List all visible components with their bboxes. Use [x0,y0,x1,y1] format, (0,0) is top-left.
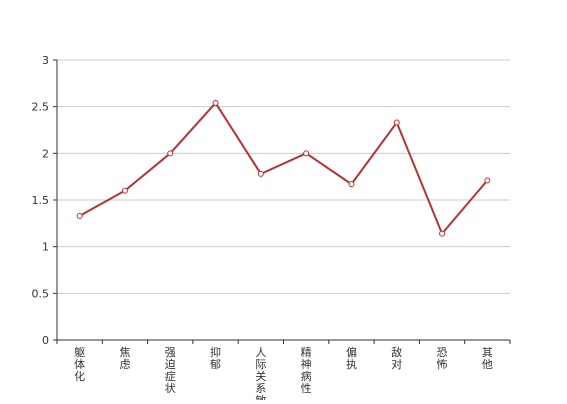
data-point[interactable] [121,187,128,194]
x-tick-label-char: 怖 [437,357,448,371]
series-line-layer [79,101,489,235]
x-tick-label-char: 其 [482,346,493,359]
x-tick-label-char: 恐 [437,346,448,359]
x-tick-label-char: 系 [255,382,266,395]
data-point[interactable] [348,181,355,188]
x-tick-label-char: 迫 [165,357,176,371]
y-tick-label: 0 [42,334,49,347]
data-point[interactable] [167,150,174,157]
y-tick-label: 2 [42,147,49,160]
x-tick-label-char: 病 [301,369,312,383]
x-tick-label-char: 强 [165,346,176,359]
x-tick-label-char: 神 [301,357,312,371]
x-tick-label-char: 抑 [210,345,221,359]
data-point[interactable] [76,212,83,219]
x-tick-label: 偏执 [346,345,357,371]
x-tick-label-char: 关 [255,369,266,383]
x-tick-label-char: 虑 [119,358,130,371]
x-tick-label: 抑郁 [210,345,221,371]
y-tick-label: 1 [42,241,49,254]
x-tick-label: 焦虑 [119,346,130,371]
x-tick-label: 精神病性 [301,346,312,395]
x-tick-label-char: 化 [74,369,85,383]
x-tick-label-char: 性 [301,381,312,395]
gridlines [57,59,510,294]
x-tick-label-char: 敏 [255,393,266,400]
x-tick-label-char: 焦 [119,346,130,359]
data-point[interactable] [212,99,219,106]
series-line [79,101,489,235]
data-point[interactable] [257,170,264,177]
x-tick-label-char: 他 [482,358,493,371]
x-tick-label-char: 精 [301,346,312,359]
x-tick-label-char: 体 [74,357,85,371]
tick-labels: 0 0.5 1 1.5 2 2.5 3 躯体化 焦虑 强迫症状 抑郁 人际关系敏感 精神病性 偏执 敌对 恐怖… [32,54,493,404]
x-tick-label: 人际关系敏感 [255,346,266,400]
data-point[interactable] [393,119,400,126]
data-point[interactable] [439,230,446,237]
axes [53,59,511,344]
x-tick-label-char: 状 [165,381,176,395]
x-tick-label: 恐怖 [437,346,448,371]
x-tick-label-char: 郁 [210,357,221,371]
x-tick-label-char: 对 [391,357,402,371]
x-tick-label-char: 人 [255,346,266,359]
x-tick-label-char: 际 [255,358,266,371]
x-tick-label-char: 执 [346,357,357,371]
x-tick-label: 躯体化 [74,346,85,383]
y-tick-label: 3 [42,54,49,67]
x-tick-label: 其他 [482,346,493,371]
x-tick-label-char: 躯 [74,346,85,359]
y-tick-label: 2.5 [32,101,50,114]
x-tick-label: 强迫症状 [165,346,176,395]
x-tick-label-char: 症 [165,369,176,383]
data-points [76,99,491,237]
data-point[interactable] [303,150,310,157]
x-tick-label: 敌对 [391,345,402,371]
y-tick-label: 1.5 [32,194,50,207]
data-point[interactable] [484,177,491,184]
y-tick-label: 0.5 [32,287,50,300]
x-tick-label-char: 敌 [391,345,402,359]
x-tick-label-char: 偏 [346,345,357,359]
